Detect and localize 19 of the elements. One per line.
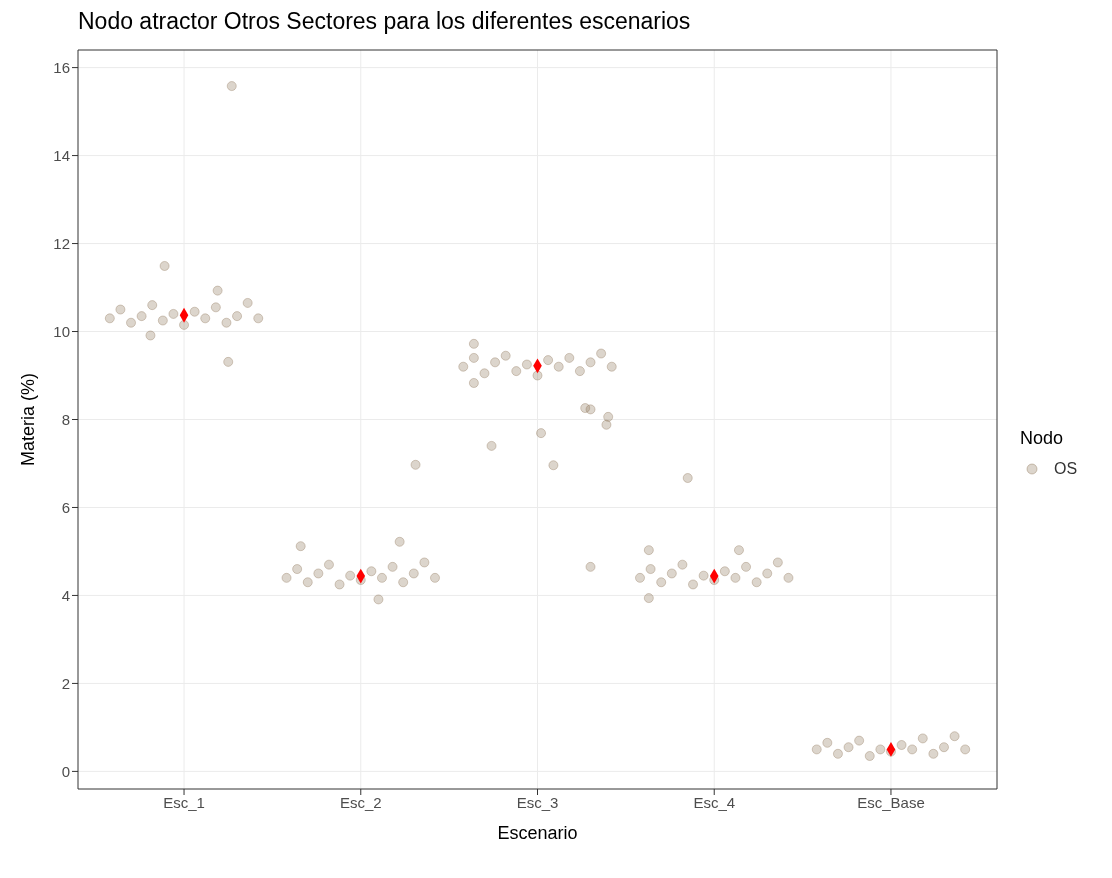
y-tick-label: 2 [61, 674, 70, 692]
y-axis-title: Materia (%) [18, 372, 39, 467]
legend-title: Nodo [1020, 427, 1065, 449]
x-axis-title: Escenario [497, 823, 578, 843]
x-tick-label: Esc_3 [516, 793, 559, 811]
y-tick-label: 14 [53, 146, 70, 164]
y-tick-label: 16 [53, 58, 70, 76]
y-tick-label: 0 [61, 762, 70, 780]
x-tick-label: Esc_Base [857, 793, 925, 811]
y-tick-label: 10 [53, 322, 70, 340]
y-tick-label: 4 [61, 586, 70, 604]
legend-label: OS [1054, 459, 1078, 478]
y-tick-label: 6 [61, 498, 70, 516]
x-tick-label: Esc_2 [339, 793, 382, 811]
x-tick-label: Esc_1 [163, 793, 205, 811]
y-tick-label: 8 [61, 410, 70, 428]
y-tick-label: 12 [53, 234, 70, 252]
x-tick-label: Esc_4 [693, 793, 736, 811]
chart-title: Nodo atractor Otros Sectores para los diferentes escenarios [78, 8, 692, 35]
